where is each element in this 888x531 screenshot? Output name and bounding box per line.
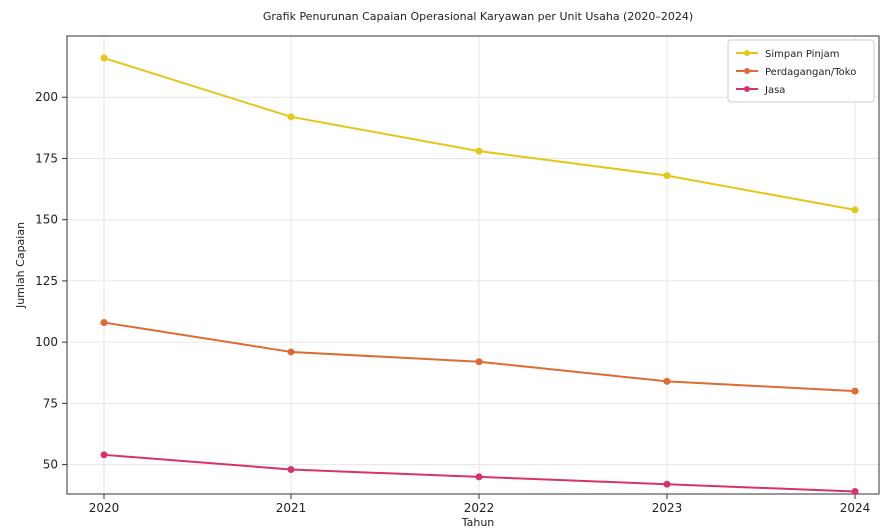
x-tick-label: 2024 — [840, 501, 871, 515]
legend-marker — [744, 68, 750, 74]
x-tick-label: 2021 — [276, 501, 307, 515]
data-point — [851, 488, 859, 496]
data-point — [100, 54, 108, 62]
series-perdagangan-toko — [100, 319, 859, 395]
legend: Simpan Pinjam Perdagangan/Toko Jasa — [727, 39, 875, 103]
y-tick-label: 175 — [35, 151, 58, 165]
data-point — [475, 358, 483, 366]
x-tick-label: 2020 — [89, 501, 120, 515]
legend-label: Perdagangan/Toko — [765, 67, 856, 78]
y-tick-label: 200 — [35, 90, 58, 104]
legend-label: Simpan Pinjam — [765, 49, 839, 60]
y-tick-label: 100 — [35, 335, 58, 349]
y-axis: 50 75 100 125 150 175 200 — [35, 90, 67, 472]
data-point — [287, 113, 295, 121]
legend-marker — [744, 50, 750, 56]
legend-box — [727, 39, 875, 103]
data-point — [663, 377, 671, 385]
data-point — [475, 473, 483, 481]
grid — [67, 36, 879, 494]
y-tick-label: 75 — [43, 396, 58, 410]
x-axis: 2020 2021 2022 2023 2024 — [89, 494, 871, 515]
data-point — [287, 466, 295, 474]
data-point — [287, 348, 295, 356]
x-tick-label: 2022 — [464, 501, 495, 515]
legend-marker — [744, 86, 750, 92]
y-axis-title: Jumlah Capaian — [14, 222, 27, 309]
y-tick-label: 50 — [43, 458, 58, 472]
data-point — [851, 387, 859, 395]
y-tick-label: 150 — [35, 213, 58, 227]
series-group — [100, 54, 859, 496]
series-jasa — [100, 451, 859, 496]
x-tick-label: 2023 — [652, 501, 683, 515]
y-tick-label: 125 — [35, 274, 58, 288]
chart-title: Grafik Penurunan Capaian Operasional Kar… — [263, 10, 693, 23]
plot-area — [66, 35, 880, 495]
data-point — [663, 480, 671, 488]
x-axis-title: Tahun — [461, 516, 495, 529]
legend-label: Jasa — [764, 85, 785, 96]
data-point — [851, 206, 859, 214]
data-point — [100, 319, 108, 327]
data-point — [663, 172, 671, 180]
data-point — [100, 451, 108, 459]
series-simpan-pinjam — [100, 54, 859, 214]
data-point — [475, 147, 483, 155]
